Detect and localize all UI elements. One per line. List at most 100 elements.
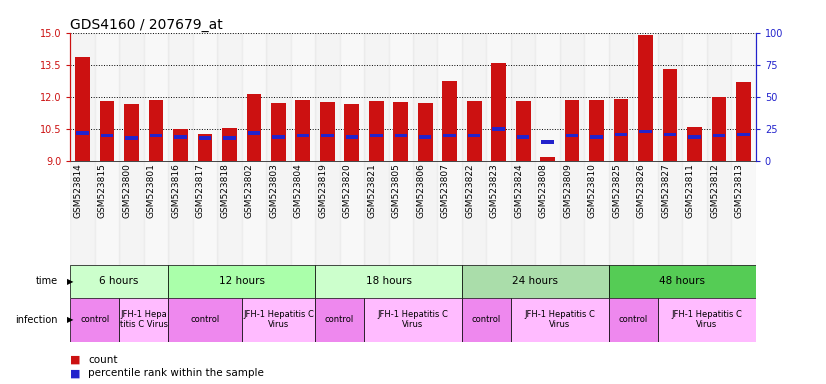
Bar <box>169 33 192 161</box>
Text: GSM523808: GSM523808 <box>539 163 548 218</box>
Bar <box>657 161 682 265</box>
Bar <box>70 33 95 161</box>
Text: GDS4160 / 207679_at: GDS4160 / 207679_at <box>70 18 223 31</box>
Bar <box>639 130 652 133</box>
Bar <box>468 134 481 137</box>
Bar <box>198 136 211 140</box>
Text: GSM523813: GSM523813 <box>734 163 743 218</box>
Bar <box>315 298 364 342</box>
Bar <box>345 135 358 139</box>
Text: GSM523824: GSM523824 <box>514 163 523 218</box>
Bar <box>291 33 315 161</box>
Bar <box>560 33 585 161</box>
Bar <box>393 102 408 161</box>
Bar <box>413 33 438 161</box>
Text: ▶: ▶ <box>67 277 74 286</box>
Bar <box>192 161 217 265</box>
Bar <box>339 161 364 265</box>
Bar <box>126 136 138 140</box>
Bar <box>388 33 413 161</box>
Bar <box>565 100 580 161</box>
Bar <box>315 161 339 265</box>
Text: GSM523815: GSM523815 <box>98 163 107 218</box>
Bar <box>634 161 657 265</box>
Bar <box>150 134 162 137</box>
Bar <box>515 101 530 161</box>
Bar <box>119 33 144 161</box>
Bar <box>682 33 707 161</box>
Bar <box>687 127 702 161</box>
Bar <box>388 161 413 265</box>
Bar <box>169 265 315 298</box>
Text: 24 hours: 24 hours <box>512 276 558 286</box>
Bar <box>119 298 169 342</box>
Bar <box>149 99 164 161</box>
Bar <box>101 134 113 137</box>
Text: GSM523822: GSM523822 <box>465 163 474 218</box>
Text: time: time <box>36 276 58 286</box>
Bar <box>591 135 603 139</box>
Bar <box>248 131 260 135</box>
Bar <box>241 298 315 342</box>
Bar <box>444 134 456 137</box>
Bar <box>344 104 359 161</box>
Bar <box>197 134 212 161</box>
Text: ■: ■ <box>70 355 81 365</box>
Text: control: control <box>619 315 648 324</box>
Bar <box>731 161 756 265</box>
Bar <box>246 94 261 161</box>
Bar <box>320 102 335 161</box>
Bar <box>511 161 535 265</box>
Text: control: control <box>80 315 109 324</box>
Bar <box>585 33 609 161</box>
Bar <box>492 127 505 131</box>
Bar <box>119 161 144 265</box>
Bar <box>731 33 756 161</box>
Text: GSM523809: GSM523809 <box>563 163 572 218</box>
Text: GSM523819: GSM523819 <box>318 163 327 218</box>
Text: GSM523807: GSM523807 <box>441 163 449 218</box>
Text: percentile rank within the sample: percentile rank within the sample <box>88 368 264 378</box>
Text: GSM523825: GSM523825 <box>612 163 621 218</box>
Bar <box>315 265 462 298</box>
Bar <box>75 57 90 161</box>
Bar <box>609 265 756 298</box>
Bar <box>609 161 634 265</box>
Bar <box>173 129 188 161</box>
Text: GSM523803: GSM523803 <box>269 163 278 218</box>
Text: control: control <box>190 315 220 324</box>
Bar <box>443 81 457 161</box>
Text: GSM523820: GSM523820 <box>343 163 352 218</box>
Bar <box>418 103 433 161</box>
Text: GSM523806: GSM523806 <box>416 163 425 218</box>
Bar <box>491 63 506 161</box>
Bar <box>100 101 114 161</box>
Text: GSM523802: GSM523802 <box>244 163 254 218</box>
Bar <box>682 161 707 265</box>
Bar <box>657 298 756 342</box>
Bar <box>144 161 169 265</box>
Bar <box>438 161 462 265</box>
Bar <box>364 161 388 265</box>
Bar <box>222 128 237 161</box>
Bar <box>609 33 634 161</box>
Bar <box>70 298 119 342</box>
Bar <box>707 161 731 265</box>
Text: GSM523812: GSM523812 <box>710 163 719 218</box>
Bar <box>487 33 511 161</box>
Bar <box>70 265 169 298</box>
Text: ■: ■ <box>70 368 81 378</box>
Text: ▶: ▶ <box>67 315 74 324</box>
Text: GSM523804: GSM523804 <box>294 163 303 218</box>
Bar <box>634 33 657 161</box>
Bar <box>217 33 242 161</box>
Bar <box>438 33 462 161</box>
Bar <box>70 161 95 265</box>
Bar <box>192 33 217 161</box>
Bar <box>223 136 235 140</box>
Text: JFH-1 Hepatitis C
Virus: JFH-1 Hepatitis C Virus <box>243 310 314 329</box>
Text: JFH-1 Hepa
titis C Virus: JFH-1 Hepa titis C Virus <box>120 310 168 329</box>
Bar <box>614 99 629 161</box>
Bar <box>566 134 578 137</box>
Text: GSM523818: GSM523818 <box>221 163 230 218</box>
